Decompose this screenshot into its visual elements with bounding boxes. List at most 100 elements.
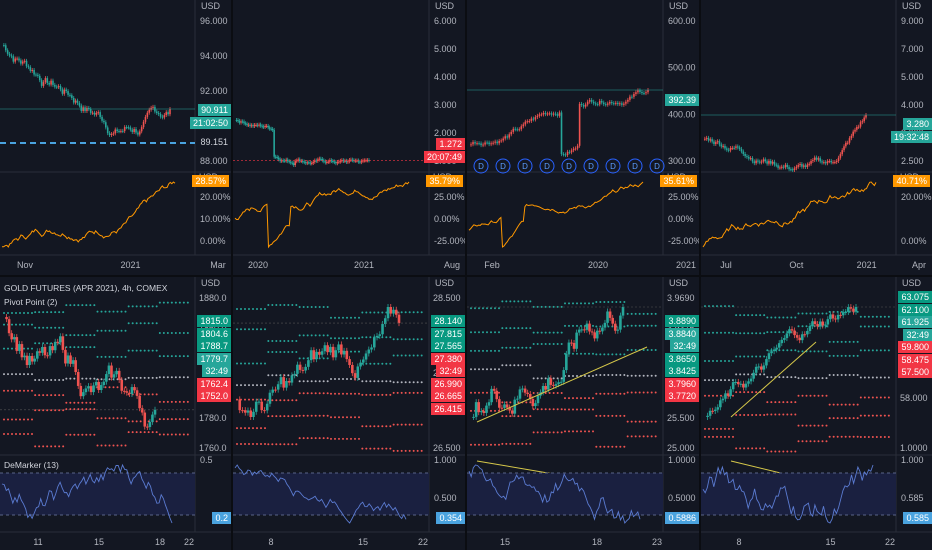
price-tick: 5.000 [434,44,457,54]
price-tag: 1762.4 [197,377,231,390]
column-divider[interactable] [699,0,701,550]
price-tag: 20:07:49 [423,151,465,163]
price-tag: 3.8425 [665,365,699,377]
dividend-icon[interactable] [561,158,577,174]
currency-label: USD [902,1,922,11]
price-tick: 6.000 [434,16,457,26]
price-tag: 59.800 [898,341,932,353]
dividend-label: D [522,162,528,171]
candles [3,43,171,137]
bottom-chart-panel-2[interactable]: USD28.50028.00027.50027.00026.5001.0000.… [233,277,465,550]
price-tag: 3.8840 [665,327,699,340]
oscillator-tick: 0.5000 [668,493,696,503]
indicator-label[interactable]: Pivot Point (2) [4,297,58,307]
column-divider[interactable] [465,0,467,550]
top-chart-panel-2[interactable]: USDUSD6.0005.0004.0003.0002.0001.00025.0… [233,0,465,275]
time-tick: 22 [885,537,895,547]
top-chart-panel-4[interactable]: USDUSD9.0007.0005.0004.0003.0002.50020.0… [701,0,932,275]
dividend-icon[interactable] [495,158,511,174]
time-tick: 8 [268,537,273,547]
price-tag: 1804.6 [197,327,231,340]
price-tag: 32:49 [436,365,465,377]
dividend-label: D [566,162,572,171]
price-tick: 26.500 [433,443,461,453]
price-tag: 1815.0 [197,315,231,327]
dividend-icon[interactable] [605,158,621,174]
performance-line [468,181,644,248]
time-tick: 23 [652,537,662,547]
dividend-icon[interactable] [517,158,533,174]
time-tick: Jul [720,260,732,270]
price-tag: 0.2 [212,512,231,524]
performance-line [234,181,410,249]
price-tick: 400.00 [668,109,696,119]
bottom-chart-panel-4[interactable]: USD63.07559.00058.0001.00001.0000.585815… [701,277,932,550]
time-tick: 18 [155,537,165,547]
price-tag: 0.5886 [665,512,699,524]
percent-tick: 10.00% [200,214,231,224]
time-tick: Aug [444,260,460,270]
price-tag: 26.665 [431,390,465,402]
chart-symbol-title[interactable]: GOLD FUTURES (APR 2021), 4h, COMEX [4,283,168,293]
bottom-chart-svg: USD3.96903.93753.90653.812525.50025.0001… [467,277,699,547]
price-tick: 300.00 [668,156,696,166]
bottom-chart-panel-1[interactable]: USD1880.01860.01840.01820.01780.01760.00… [0,277,231,550]
trend-line[interactable] [730,341,817,418]
price-tag: 89.151 [197,136,231,148]
oscillator-band [701,473,896,515]
bottom-chart-svg: USD1880.01860.01840.01820.01780.01760.00… [0,277,231,547]
price-tag: 61.925 [898,316,932,328]
dividend-icon[interactable] [539,158,555,174]
currency-label: USD [201,1,221,11]
time-tick: Feb [484,260,500,270]
price-tag: 40.71% [893,175,930,187]
price-tag: 28.140 [431,315,465,327]
price-tag: 32:49 [903,328,932,341]
demarker-line [1,463,173,524]
percent-tick: 0.00% [901,236,927,246]
price-tag: 26.415 [431,402,465,415]
dividend-label: D [544,162,550,171]
price-tick: 88.000 [200,156,228,166]
percent-tick: -25.00% [434,236,465,246]
currency-label: USD [201,278,221,288]
oscillator-tick: 1.0000 [668,455,696,465]
candles [238,304,401,420]
bottom-chart-panel-3[interactable]: USD3.96903.93753.90653.812525.50025.0001… [467,277,699,550]
time-tick: 18 [592,537,602,547]
price-tick: 28.500 [433,293,461,303]
price-tick: 600.00 [668,16,696,26]
oscillator-band [467,473,663,515]
oscillator-label[interactable]: DeMarker (13) [4,460,59,470]
dividend-icon[interactable] [649,158,665,174]
price-tag: 58.475 [898,353,932,366]
candles [5,314,157,430]
price-tag: 28.57% [192,175,229,187]
price-tag: 0.354 [436,512,465,524]
trend-line[interactable] [476,346,648,423]
dividend-icon[interactable] [583,158,599,174]
currency-label: USD [669,1,689,11]
column-divider[interactable] [231,0,233,550]
price-tag: 1752.0 [197,390,231,402]
candles [704,113,867,172]
price-tag: 27.565 [431,340,465,352]
dividend-icon[interactable] [473,158,489,174]
dividend-label: D [610,162,616,171]
dividend-label: D [478,162,484,171]
top-chart-panel-3[interactable]: USDUSD600.00500.00400.00300.0025.00%0.00… [467,0,699,275]
percent-tick: 0.00% [434,214,460,224]
candles [706,304,858,420]
time-tick: 22 [184,537,194,547]
price-tick: 1.0000 [900,443,928,453]
top-chart-panel-1[interactable]: USDUSD96.00094.00092.00090.00088.00020.0… [0,0,231,275]
performance-line [1,181,176,248]
price-tick: 96.000 [200,16,228,26]
currency-label: USD [435,278,455,288]
price-tick: 25.500 [667,413,695,423]
price-tag: 63.075 [898,291,932,303]
price-tick: 3.9690 [667,293,695,303]
dividend-icon[interactable] [627,158,643,174]
price-tag: 35.61% [660,175,697,187]
